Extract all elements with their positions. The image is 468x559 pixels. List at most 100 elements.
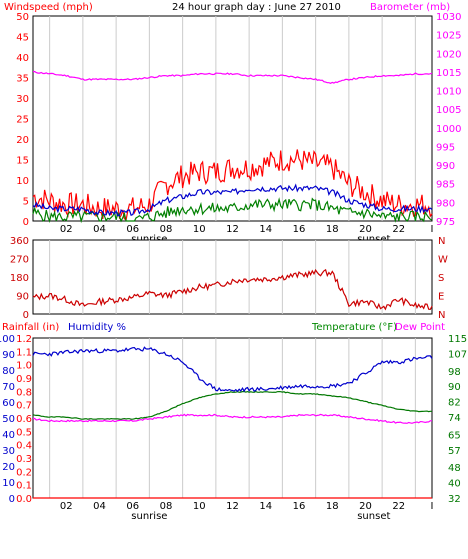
x-tick-label: 16	[293, 501, 306, 512]
x-tick-label: 20	[359, 501, 372, 512]
wdir-tick-label: 360	[10, 236, 29, 247]
baro-tick-label: 995	[436, 142, 455, 153]
windspeed-axis-title: Windspeed (mph)	[4, 2, 93, 13]
baro-tick-label: 1005	[436, 105, 461, 116]
wind-tick-label: 35	[16, 74, 29, 85]
rain-tick-label: 0.4	[16, 441, 32, 452]
rain-tick-label: 0.8	[16, 387, 32, 398]
compass-letter: N	[438, 310, 445, 321]
baro-tick-label: 990	[436, 161, 455, 172]
x-tick-label: 02	[60, 224, 73, 235]
wind-plot-area	[32, 15, 433, 222]
baro-tick-label: 985	[436, 180, 455, 191]
wdir-tick-label: 180	[10, 273, 29, 284]
temp-tick-label: 57	[448, 446, 461, 457]
humidity-tick-label: 40	[2, 430, 15, 441]
rain-tick-label: 0.2	[16, 467, 32, 478]
wind-low-line	[32, 197, 433, 224]
wind-tick-label: 45	[16, 33, 29, 44]
x-tick-label: 16	[293, 224, 306, 235]
wind-tick-label: 15	[16, 156, 29, 167]
wind-tick-label: 25	[16, 115, 29, 126]
x-tick-label: 20	[359, 224, 372, 235]
compass-letter: N	[438, 236, 445, 247]
wdir-tick-label: 90	[16, 292, 29, 303]
temp-tick-label: 65	[448, 430, 461, 441]
x-tick-label: 02	[60, 501, 73, 512]
baro-tick-label: 1015	[436, 68, 461, 79]
x-tick-label: 06	[126, 224, 139, 235]
wind-tick-label: 0	[23, 217, 29, 228]
dewpoint-axis-title: Dew Point	[395, 322, 445, 333]
temp-tick-label: 115	[448, 334, 467, 345]
x-tick-label: 08	[160, 224, 173, 235]
rain-tick-label: 0.3	[16, 454, 32, 465]
x-tick-label: I	[431, 224, 434, 235]
wind-tick-label: 30	[16, 94, 29, 105]
rain-tick-label: 0.6	[16, 414, 32, 425]
humidity-line	[32, 346, 433, 393]
wind-tick-label: 50	[16, 12, 29, 23]
humidity-tick-label: 80	[2, 366, 15, 377]
x-tick-label: 12	[226, 224, 239, 235]
barometer-line	[32, 70, 433, 84]
sunset-label: sunset	[357, 511, 390, 522]
rain-tick-label: 0.1	[16, 481, 32, 492]
chart-title: 24 hour graph day : June 27 2010	[172, 2, 341, 13]
temp-tick-label: 74	[448, 413, 461, 424]
x-tick-label: 10	[193, 224, 206, 235]
x-tick-label: 22	[392, 501, 405, 512]
humidity-tick-label: 10	[2, 478, 15, 489]
temp-tick-label: 107	[448, 349, 467, 360]
humidity-tick-label: 50	[2, 414, 15, 425]
x-tick-label: 06	[126, 501, 139, 512]
humidity-tick-label: 0	[9, 494, 15, 505]
wind-avg-line	[32, 183, 433, 217]
sunrise-label: sunrise	[131, 511, 167, 522]
baro-tick-label: 1010	[436, 87, 461, 98]
baro-tick-label: 1025	[436, 31, 461, 42]
baro-tick-label: 1020	[436, 49, 461, 60]
barometer-axis-title: Barometer (mb)	[370, 2, 450, 13]
wind-tick-label: 20	[16, 135, 29, 146]
rain-tick-label: 0.9	[16, 374, 32, 385]
rain-tick-label: 1.0	[16, 361, 32, 372]
x-tick-label: 08	[160, 501, 173, 512]
rain-tick-label: 1.1	[16, 347, 32, 358]
humidity-tick-label: 90	[2, 350, 15, 361]
x-tick-label: 04	[93, 501, 106, 512]
baro-tick-label: 980	[436, 198, 455, 209]
humidity-tick-label: 100	[0, 334, 15, 345]
rain-tick-label: 1.2	[16, 334, 32, 345]
rain-tick-label: 0.7	[16, 401, 32, 412]
rain-tick-label: 0.5	[16, 427, 32, 438]
temperature-line	[32, 390, 432, 420]
wdir-plot-area	[32, 239, 433, 315]
dewpoint-line	[32, 413, 432, 424]
wind-tick-label: 10	[16, 176, 29, 187]
baro-tick-label: 975	[436, 217, 455, 228]
temperature-axis-title: Temperature (°F)	[311, 322, 397, 333]
compass-letter: W	[438, 255, 448, 266]
compass-letter: S	[438, 273, 444, 284]
gust-line	[32, 149, 433, 221]
baro-tick-label: 1030	[436, 12, 461, 23]
x-tick-label: I	[431, 501, 434, 512]
x-tick-label: 18	[326, 224, 339, 235]
wdir-tick-label: 270	[10, 255, 29, 266]
wind-tick-label: 40	[16, 53, 29, 64]
wind-tick-label: 5	[23, 197, 29, 208]
humidity-tick-label: 70	[2, 382, 15, 393]
humidity-tick-label: 20	[2, 462, 15, 473]
rainfall-axis-title: Rainfall (in)	[2, 322, 59, 333]
x-tick-label: 22	[392, 224, 405, 235]
compass-letter: E	[438, 292, 444, 303]
x-tick-label: 10	[193, 501, 206, 512]
temp-tick-label: 90	[448, 382, 461, 393]
wdir-tick-label: 0	[23, 310, 29, 321]
temp-tick-label: 32	[448, 494, 461, 505]
x-tick-label: 04	[93, 224, 106, 235]
temp-tick-label: 98	[448, 367, 461, 378]
humidity-tick-label: 60	[2, 398, 15, 409]
